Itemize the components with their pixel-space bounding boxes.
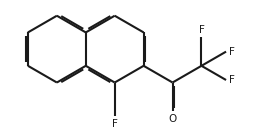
Text: F: F bbox=[112, 119, 118, 129]
Text: O: O bbox=[168, 114, 177, 124]
Text: F: F bbox=[229, 75, 235, 85]
Text: F: F bbox=[199, 25, 204, 35]
Text: F: F bbox=[229, 47, 235, 57]
